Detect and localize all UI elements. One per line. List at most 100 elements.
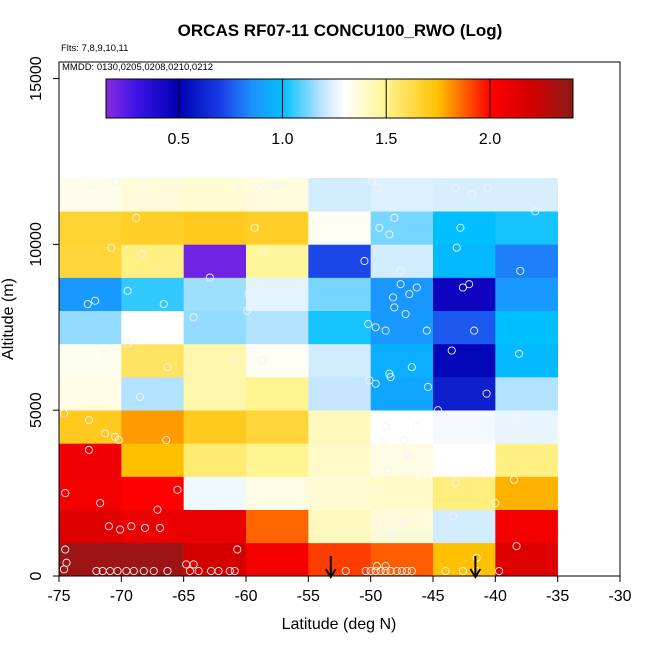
colorbar-tick-label: 1.0: [271, 131, 293, 148]
sample-point: [243, 306, 252, 315]
heatmap-cell: [59, 277, 122, 312]
sample-point: [205, 273, 214, 282]
heatmap-cell: [121, 476, 184, 510]
sample-point: [516, 266, 525, 275]
sample-point: [62, 558, 71, 567]
heatmap-cell: [308, 310, 371, 345]
sample-point: [458, 566, 467, 576]
heatmap-cell: [246, 476, 309, 510]
heatmap-cell: [121, 244, 184, 278]
sample-point: [412, 422, 421, 431]
heatmap-cell: [495, 377, 558, 411]
sample-point: [91, 296, 100, 305]
sample-point: [259, 246, 268, 256]
heatmap-cell: [121, 343, 184, 378]
heatmap-cell: [246, 211, 309, 245]
sample-point: [132, 213, 141, 222]
heatmap-cell: [246, 542, 309, 577]
heatmap-cell: [433, 410, 496, 444]
sample-point: [83, 300, 92, 309]
heatmap-cell: [308, 509, 371, 544]
heatmap-cell: [59, 211, 122, 245]
heatmap-cell: [370, 310, 434, 345]
sample-point: [397, 566, 406, 576]
sample-point: [483, 183, 492, 193]
x-axis-label: Latitude (deg N): [282, 616, 397, 633]
colorbar-tick-label: 2.0: [479, 131, 501, 148]
heatmap-cell: [495, 343, 558, 378]
heatmap-cell: [121, 277, 184, 312]
heatmap-cell: [59, 377, 122, 411]
colorbar-fill: [105, 78, 574, 119]
sample-point: [405, 290, 414, 299]
heatmap-cell: [59, 244, 122, 278]
sample-point: [422, 326, 431, 335]
heatmap-cell: [495, 509, 558, 544]
sample-point: [101, 429, 110, 438]
heatmap-cell: [433, 542, 496, 577]
y-tick-label: 0: [28, 571, 45, 580]
sample-point: [514, 349, 524, 358]
x-tick-label: -30: [608, 588, 631, 605]
heatmap-cell: [370, 476, 434, 510]
x-tick-label: -70: [110, 588, 133, 605]
sample-point: [364, 319, 373, 329]
sample-point: [412, 283, 421, 292]
sample-point: [369, 518, 378, 527]
heatmap-cell: [433, 310, 496, 345]
sample-point: [366, 566, 375, 576]
heatmap-cell: [308, 277, 371, 312]
heatmap-cell: [183, 509, 247, 544]
x-tick-label: -50: [359, 588, 382, 605]
sample-point: [371, 323, 380, 332]
heatmap-cell: [308, 244, 371, 278]
heatmap-cell: [59, 542, 122, 577]
sample-point: [423, 382, 433, 392]
sample-point: [233, 545, 242, 554]
heatmap-cells: [59, 178, 558, 577]
sample-point: [371, 566, 380, 576]
y-axis: 0 5000 10000 15000: [28, 56, 59, 580]
sample-point: [250, 223, 259, 232]
x-tick-label: -55: [297, 588, 320, 605]
heatmap-cell: [370, 410, 434, 444]
sample-point: [127, 522, 136, 531]
colorbar-tick-label: 0.5: [168, 131, 190, 148]
heatmap-cell: [121, 310, 184, 345]
heatmap-cell: [370, 211, 434, 245]
sample-point: [84, 416, 93, 425]
sample-point: [365, 376, 374, 385]
sample-point: [376, 522, 385, 531]
y-tick-label: 15000: [28, 56, 45, 101]
sample-point: [155, 523, 165, 532]
sample-point: [448, 512, 457, 521]
x-tick-label: -35: [546, 588, 569, 605]
heatmap-cell: [59, 509, 122, 544]
sample-point: [149, 566, 158, 576]
heatmap-cell: [183, 310, 247, 345]
sample-point: [390, 213, 399, 222]
sample-point: [470, 326, 479, 335]
sample-point: [59, 409, 69, 418]
sample-point: [268, 180, 277, 189]
sample-point: [255, 183, 264, 193]
sample-point: [441, 566, 450, 576]
x-axis: -75 -70 -65 -60 -55 -50 -45 -40 -35 -30: [47, 576, 632, 605]
sample-point: [385, 230, 394, 239]
heatmap-cell: [246, 443, 309, 477]
sample-point: [451, 479, 460, 488]
heatmap-cell: [370, 343, 434, 378]
sample-point: [163, 566, 172, 576]
sample-point: [371, 379, 380, 388]
sample-point: [407, 566, 416, 576]
heatmap-cell: [183, 244, 247, 278]
sample-point: [140, 180, 150, 189]
heatmap-cell: [59, 443, 122, 477]
sample-point: [99, 349, 108, 358]
sample-point: [123, 339, 132, 348]
heatmap-cell: [246, 277, 309, 312]
heatmap-cell: [246, 410, 309, 444]
sample-point: [458, 283, 467, 292]
sample-point: [235, 183, 244, 193]
